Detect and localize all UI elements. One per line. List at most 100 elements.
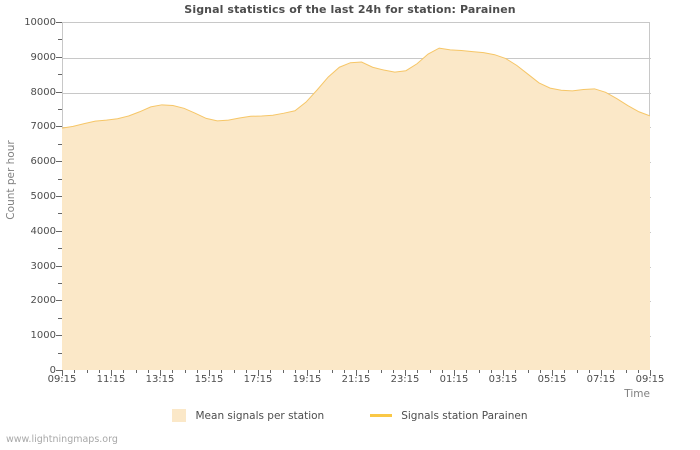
x-tick-minor: [185, 370, 186, 373]
x-tick-minor: [417, 370, 418, 373]
y-tick-label: 5000: [30, 191, 56, 202]
y-tick-label: 3000: [30, 260, 56, 272]
x-tick-minor: [638, 370, 639, 373]
y-tick-minor: [58, 143, 62, 145]
x-tick-minor: [613, 370, 614, 373]
x-tick-major: [405, 370, 406, 376]
y-tick-minor: [58, 39, 62, 41]
y-tick-label: 10000: [24, 17, 56, 28]
x-tick-minor: [368, 370, 369, 373]
gridline: [63, 57, 651, 59]
chart-title: Signal statistics of the last 24h for st…: [184, 3, 516, 16]
x-tick-major: [62, 370, 63, 376]
watermark-text: www.lightningmaps.org: [6, 434, 118, 445]
legend-item-mean-signals[interactable]: Mean signals per station: [172, 409, 324, 422]
y-tick-major: [56, 370, 62, 371]
x-tick-major: [601, 370, 602, 376]
y-tick-minor: [58, 248, 62, 250]
x-tick-minor: [393, 370, 394, 373]
x-tick-major: [650, 370, 651, 376]
x-axis-label: Time: [624, 388, 650, 400]
x-tick-minor: [528, 370, 529, 373]
x-tick-minor: [234, 370, 235, 373]
legend-item-station-signals[interactable]: Signals station Parainen: [370, 409, 528, 422]
x-tick-label: 23:15: [390, 374, 420, 385]
y-tick-major: [56, 22, 62, 23]
x-tick-minor: [270, 370, 271, 373]
x-tick-minor: [430, 370, 431, 373]
x-tick-minor: [491, 370, 492, 373]
x-tick-minor: [221, 370, 222, 373]
x-tick-major: [503, 370, 504, 376]
x-tick-major: [307, 370, 308, 376]
x-tick-minor: [626, 370, 627, 373]
legend-line-swatch-icon: [370, 414, 393, 417]
y-tick-major: [56, 56, 62, 58]
y-tick-major: [56, 230, 62, 232]
y-tick-major: [56, 161, 62, 163]
x-tick-label: 17:15: [243, 374, 273, 385]
x-tick-minor: [172, 370, 173, 373]
x-tick-minor: [136, 370, 137, 373]
y-tick-minor: [58, 317, 62, 319]
chart-legend: Mean signals per station Signals station…: [0, 409, 700, 422]
x-tick-major: [111, 370, 112, 376]
y-tick-minor: [58, 109, 62, 110]
x-tick-minor: [332, 370, 333, 373]
x-tick-label: 13:15: [145, 374, 175, 385]
y-tick-minor: [58, 74, 62, 76]
y-tick-minor: [58, 352, 62, 354]
x-tick-minor: [123, 370, 124, 373]
y-tick-major: [56, 126, 62, 128]
y-tick-minor: [58, 283, 62, 284]
x-tick-label: 19:15: [292, 374, 322, 385]
x-tick-minor: [197, 370, 198, 373]
x-tick-label: 15:15: [194, 374, 224, 385]
x-tick-minor: [564, 370, 565, 373]
y-tick-label: 4000: [30, 225, 56, 237]
area-series-svg: [62, 47, 650, 370]
y-tick-label: 6000: [30, 156, 56, 168]
x-tick-label: 07:15: [586, 374, 616, 385]
x-tick-minor: [479, 370, 480, 373]
x-tick-major: [356, 370, 357, 376]
x-tick-major: [552, 370, 553, 376]
x-tick-minor: [295, 370, 296, 373]
x-tick-minor: [148, 370, 149, 373]
x-tick-minor: [246, 370, 247, 373]
y-tick-major: [56, 335, 62, 337]
x-tick-minor: [99, 370, 100, 373]
x-tick-label: 05:15: [537, 374, 567, 385]
x-tick-major: [209, 370, 210, 376]
y-tick-major: [56, 196, 62, 197]
x-tick-minor: [442, 370, 443, 373]
y-axis-label: Count per hour: [5, 140, 17, 220]
x-tick-minor: [283, 370, 284, 373]
x-tick-minor: [540, 370, 541, 373]
x-tick-label: 03:15: [488, 374, 518, 385]
x-tick-label: 09:15: [47, 374, 77, 385]
legend-area-swatch-icon: [172, 409, 187, 422]
x-tick-label: 21:15: [341, 374, 371, 385]
x-tick-minor: [381, 370, 382, 373]
mean-signals-area: [62, 48, 650, 370]
x-tick-minor: [74, 370, 75, 373]
x-tick-minor: [87, 370, 88, 373]
mean-signals-outline: [62, 47, 650, 129]
x-tick-minor: [319, 370, 320, 373]
x-tick-minor: [466, 370, 467, 373]
x-tick-major: [160, 370, 161, 376]
x-tick-minor: [344, 370, 345, 373]
y-tick-major: [56, 300, 62, 302]
y-tick-label: 9000: [30, 51, 56, 63]
legend-label-station-signals: Signals station Parainen: [401, 409, 528, 422]
x-tick-minor: [515, 370, 516, 373]
x-tick-major: [454, 370, 455, 376]
y-tick-major: [56, 265, 62, 267]
y-tick-label: 0: [49, 365, 56, 376]
y-tick-minor: [58, 178, 62, 180]
y-tick-label: 8000: [30, 86, 56, 98]
legend-label-mean-signals: Mean signals per station: [195, 409, 325, 422]
